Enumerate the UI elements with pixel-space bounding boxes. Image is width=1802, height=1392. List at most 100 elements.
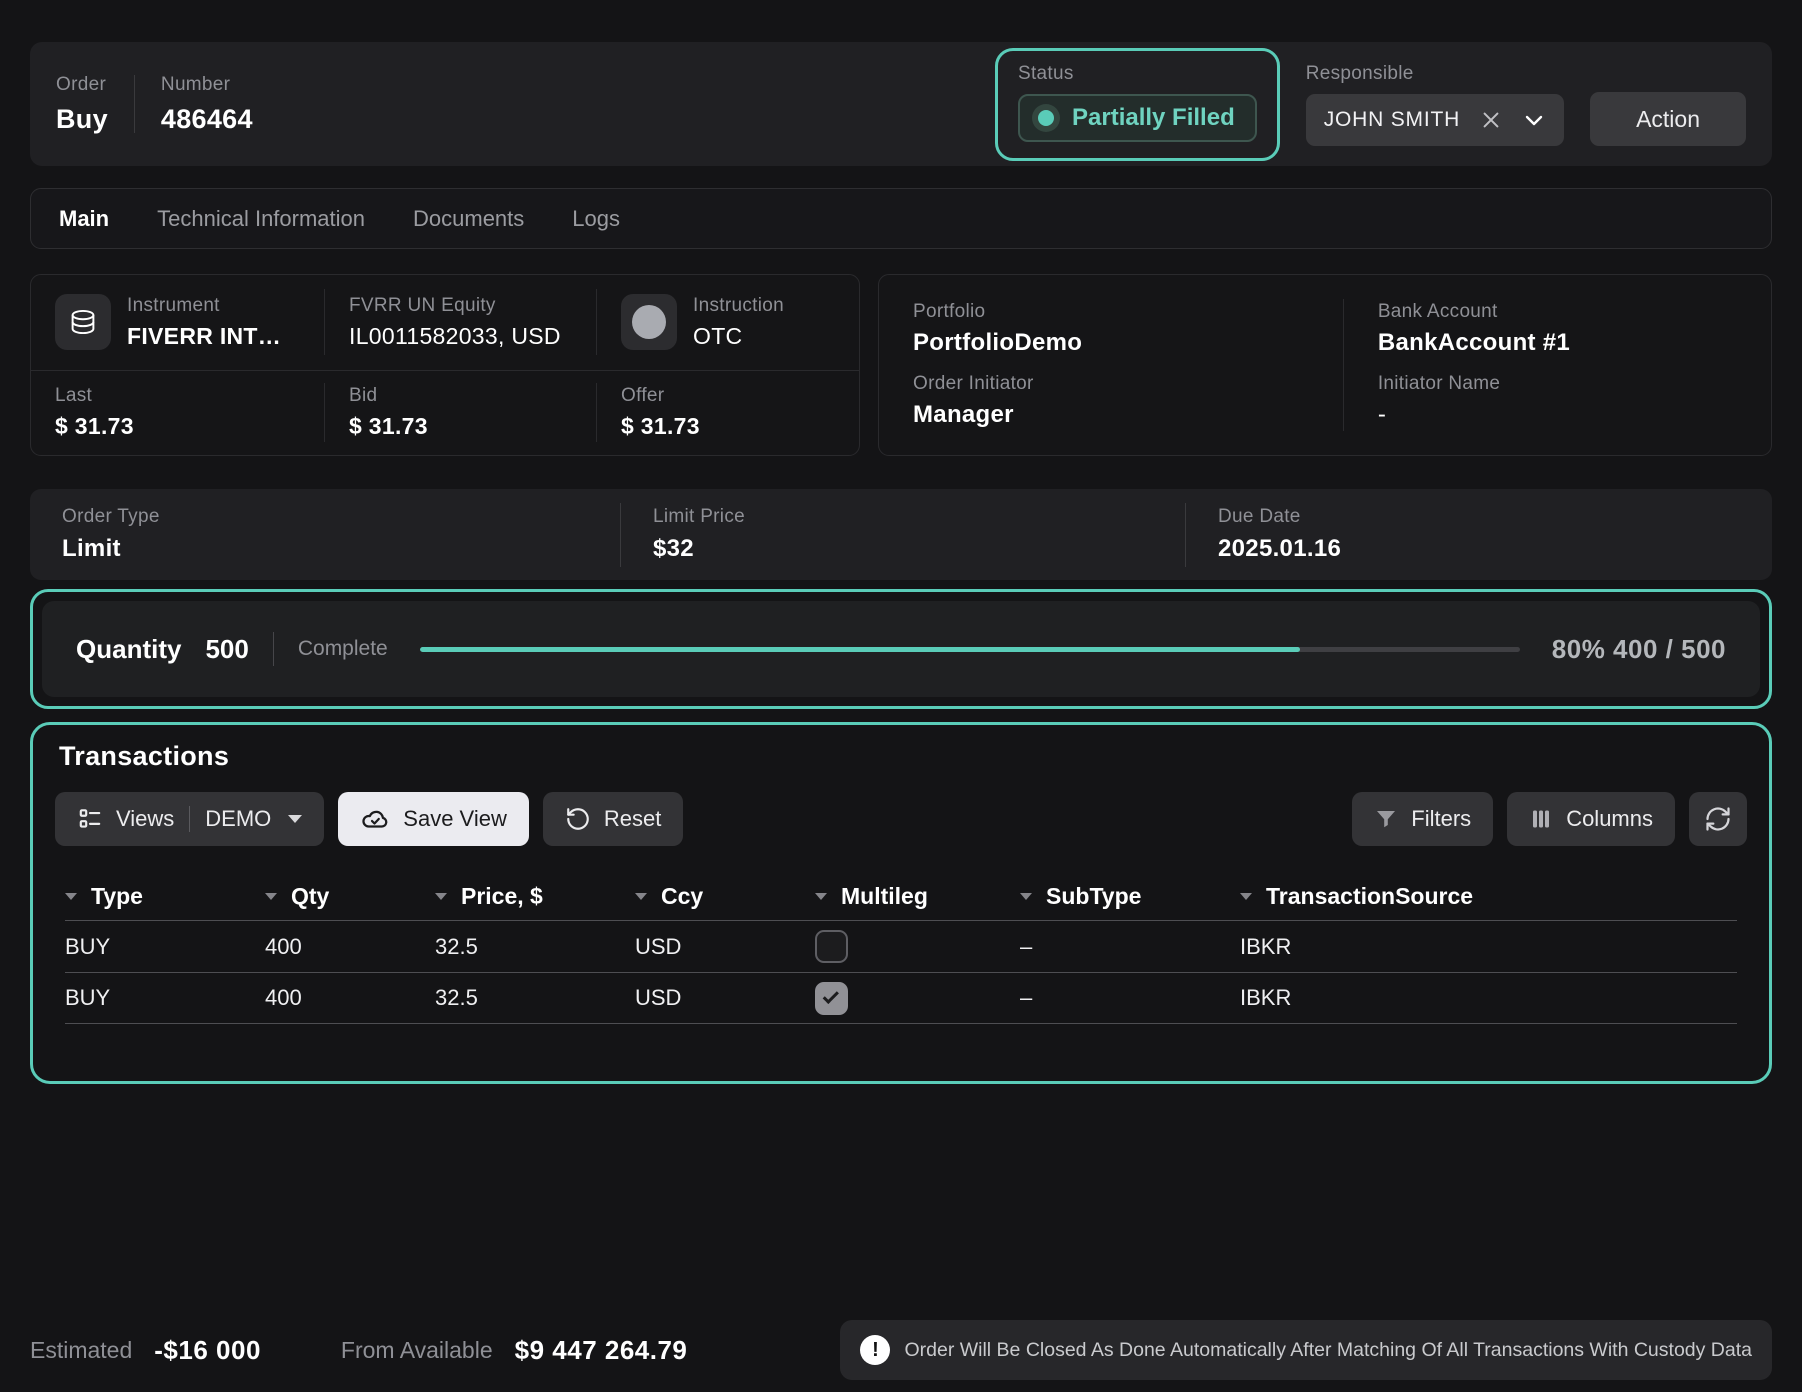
column-header-price[interactable]: Price, $ [435, 883, 635, 910]
refresh-button[interactable] [1689, 792, 1747, 846]
list-view-icon [77, 806, 103, 832]
cell-subtype: – [1020, 934, 1240, 960]
columns-label: Columns [1566, 806, 1653, 832]
reset-icon [565, 806, 591, 832]
clear-icon[interactable] [1480, 109, 1502, 131]
bank-account-label: Bank Account [1378, 301, 1737, 323]
transactions-toolbar: Views DEMO Save View Reset [55, 792, 1747, 846]
equity-value: IL0011582033, USD [349, 323, 561, 350]
filters-label: Filters [1411, 806, 1471, 832]
multileg-checkbox[interactable] [815, 982, 848, 1015]
save-view-button[interactable]: Save View [338, 792, 529, 846]
instrument-cell: Instrument FIVERR INT… [31, 289, 324, 355]
sort-icon [65, 893, 77, 900]
last-label: Last [55, 385, 134, 407]
initiator-name-value: - [1378, 401, 1737, 429]
instrument-label: Instrument [127, 295, 281, 317]
status-label: Status [1018, 63, 1257, 85]
offer-cell: Offer $ 31.73 [596, 383, 859, 442]
order-type-value: Limit [62, 535, 588, 563]
offer-label: Offer [621, 385, 700, 407]
tab-technical-information[interactable]: Technical Information [157, 206, 365, 232]
order-details-row: Order Type Limit Limit Price $32 Due Dat… [30, 489, 1772, 580]
alert-icon: ! [860, 1335, 890, 1365]
chevron-down-icon [288, 815, 302, 823]
cell-price: 32.5 [435, 985, 635, 1011]
instruction-label: Instruction [693, 295, 784, 317]
last-cell: Last $ 31.73 [31, 383, 324, 442]
filters-button[interactable]: Filters [1352, 792, 1493, 846]
column-header-ccy[interactable]: Ccy [635, 883, 815, 910]
quantity-progress-bar [420, 647, 1520, 652]
sort-icon [265, 893, 277, 900]
initiator-name-label: Initiator Name [1378, 373, 1737, 395]
table-header-row: Type Qty Price, $ Ccy Multileg SubType T… [65, 872, 1737, 920]
quantity-section: Quantity 500 Complete 80% 400 / 500 [42, 601, 1760, 697]
responsible-label: Responsible [1306, 63, 1564, 85]
order-header: Order Buy Number 486464 Status Partially… [30, 42, 1772, 166]
sort-icon [635, 893, 647, 900]
footer-bar: Estimated -$16 000 From Available $9 447… [30, 1318, 1772, 1382]
table-row[interactable]: BUY 400 32.5 USD – IBKR [65, 920, 1737, 972]
chevron-down-icon[interactable] [1522, 108, 1546, 132]
column-header-qty[interactable]: Qty [265, 883, 435, 910]
cell-type: BUY [65, 985, 265, 1011]
quantity-value: 500 [205, 634, 248, 665]
views-selected-value: DEMO [205, 806, 271, 832]
multileg-checkbox[interactable] [815, 930, 848, 963]
column-header-subtype[interactable]: SubType [1020, 883, 1240, 910]
bid-value: $ 31.73 [349, 413, 428, 440]
refresh-icon [1704, 805, 1732, 833]
instruction-cell: Instruction OTC [596, 289, 859, 355]
responsible-select[interactable]: JOHN SMITH [1306, 94, 1564, 146]
limit-price-label: Limit Price [653, 506, 1153, 528]
columns-button[interactable]: Columns [1507, 792, 1675, 846]
status-badge[interactable]: Partially Filled [1018, 94, 1257, 142]
action-button[interactable]: Action [1590, 92, 1746, 146]
notice-text: Order Will Be Closed As Done Automatical… [904, 1339, 1752, 1362]
column-header-transactionsource[interactable]: TransactionSource [1240, 883, 1737, 910]
sort-icon [435, 893, 447, 900]
portfolio-label: Portfolio [913, 301, 1309, 323]
sort-icon [1240, 893, 1252, 900]
column-header-multileg[interactable]: Multileg [815, 883, 1020, 910]
quantity-label: Quantity [76, 634, 181, 665]
tab-logs[interactable]: Logs [572, 206, 620, 232]
quantity-progress-fill [420, 647, 1300, 652]
coins-icon [55, 294, 111, 350]
status-highlight-ring: Status Partially Filled [995, 48, 1280, 161]
order-side-value: Buy [56, 104, 108, 135]
cell-source: IBKR [1240, 934, 1737, 960]
order-initiator-value: Manager [913, 401, 1309, 429]
quantity-highlight-ring: Quantity 500 Complete 80% 400 / 500 [30, 589, 1772, 709]
equity-cell: FVRR UN Equity IL0011582033, USD [324, 289, 596, 355]
instrument-value: FIVERR INT… [127, 323, 281, 350]
notice-pill: ! Order Will Be Closed As Done Automatic… [840, 1320, 1772, 1380]
views-button[interactable]: Views DEMO [55, 792, 324, 846]
tabbar: Main Technical Information Documents Log… [30, 188, 1772, 249]
table-row[interactable]: BUY 400 32.5 USD – IBKR [65, 972, 1737, 1024]
sort-icon [1020, 893, 1032, 900]
order-label: Order [56, 74, 108, 96]
cell-ccy: USD [635, 934, 815, 960]
from-available-value: $9 447 264.79 [515, 1335, 688, 1366]
order-number-value: 486464 [161, 104, 253, 135]
reset-button[interactable]: Reset [543, 792, 683, 846]
limit-price-value: $32 [653, 535, 1153, 563]
save-view-label: Save View [403, 806, 507, 832]
bid-cell: Bid $ 31.73 [324, 383, 596, 442]
order-type-label: Order Type [62, 506, 588, 528]
tab-documents[interactable]: Documents [413, 206, 524, 232]
cell-subtype: – [1020, 985, 1240, 1011]
offer-value: $ 31.73 [621, 413, 700, 440]
divider [273, 632, 274, 666]
last-value: $ 31.73 [55, 413, 134, 440]
transactions-title: Transactions [55, 741, 1747, 772]
tab-main[interactable]: Main [59, 206, 109, 232]
instruction-circle-icon [621, 294, 677, 350]
columns-icon [1529, 807, 1553, 831]
column-header-type[interactable]: Type [65, 883, 265, 910]
cell-qty: 400 [265, 985, 435, 1011]
bank-account-value: BankAccount #1 [1378, 329, 1737, 357]
estimated-value: -$16 000 [154, 1335, 261, 1366]
